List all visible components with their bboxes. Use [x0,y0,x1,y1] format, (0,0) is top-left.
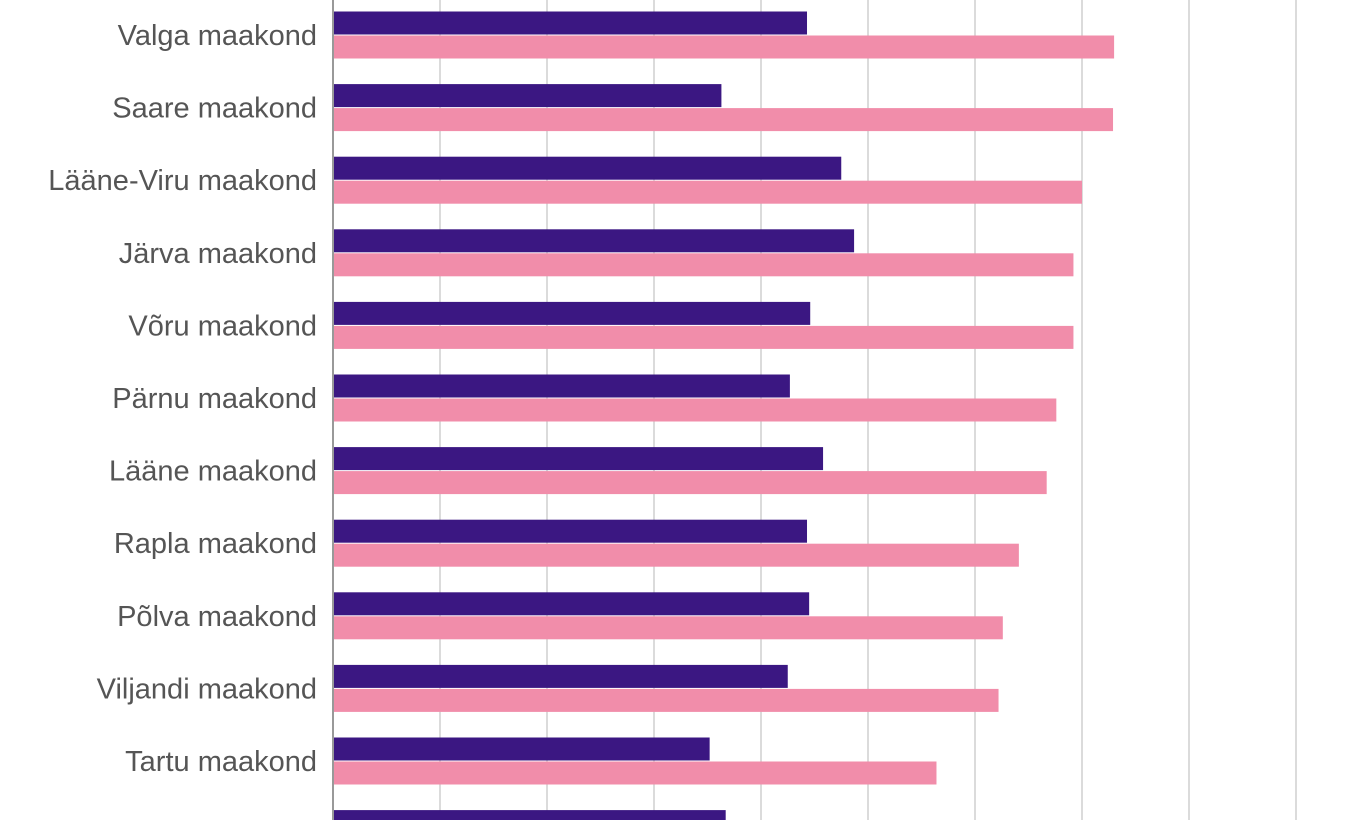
bar-series-1 [334,374,790,398]
bar-series-2 [334,471,1047,495]
category-label: Lääne-Viru maakond [48,165,317,197]
bar-series-2 [334,180,1082,204]
category-label: Võru maakond [128,310,317,342]
bar-series-1 [334,810,726,820]
category-label: Rapla maakond [114,528,317,560]
bar-series-2 [334,35,1115,59]
bar-series-1 [334,519,808,543]
category-label: Pärnu maakond [112,383,317,415]
category-label: Tartu maakond [125,746,317,778]
category-label: Viljandi maakond [97,673,317,705]
bar-series-2 [334,761,937,785]
bar-series-2 [334,108,1114,132]
bar-series-2 [334,325,1074,349]
bar-series-1 [334,229,855,253]
bars [334,11,1115,820]
category-label: Saare maakond [112,93,317,125]
bar-series-2 [334,616,1003,640]
bar-series-1 [334,84,722,108]
category-label: Järva maakond [119,238,317,270]
category-label: Lääne maakond [109,456,317,488]
bar-series-2 [334,398,1057,422]
bar-series-2 [334,543,1019,567]
bar-series-1 [334,301,811,325]
bar-series-1 [334,592,810,616]
bar-series-1 [334,447,824,471]
bar-series-1 [334,664,788,688]
bar-series-1 [334,11,808,35]
category-labels: Valga maakond Saare maakond Lääne-Viru maa… [48,20,317,778]
bar-series-2 [334,253,1074,277]
bar-series-1 [334,156,842,180]
bar-series-1 [334,737,710,761]
category-label: Põlva maakond [117,601,317,633]
category-label: Valga maakond [118,20,317,52]
bar-series-2 [334,688,999,712]
